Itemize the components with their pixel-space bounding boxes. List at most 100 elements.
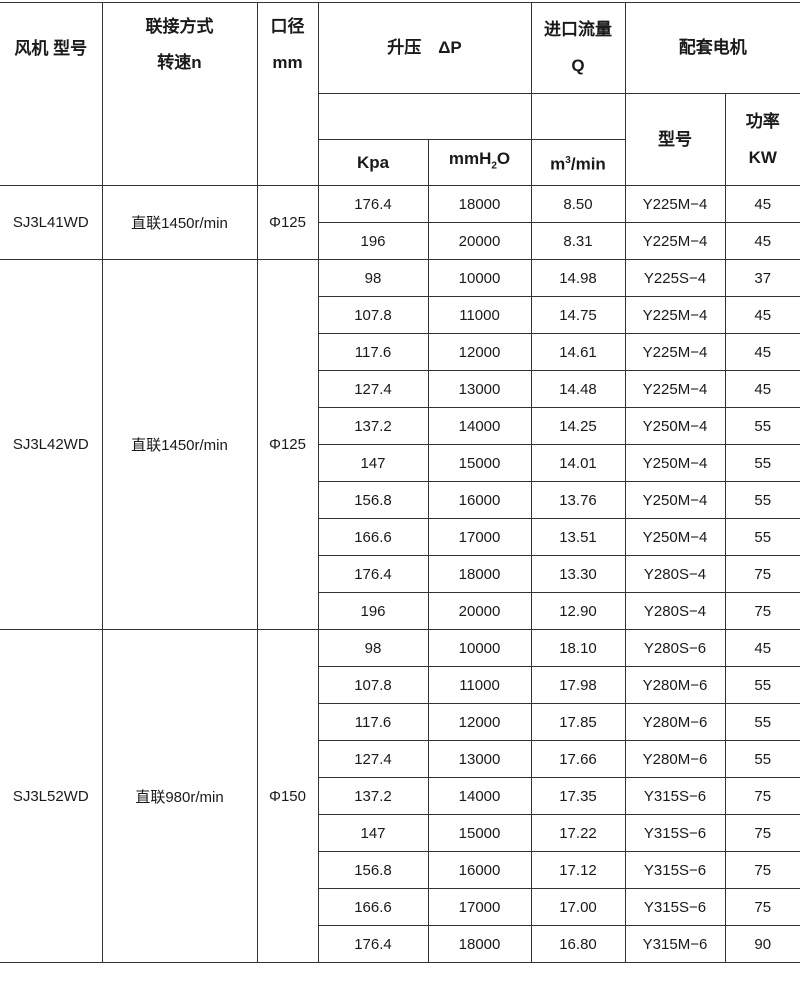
cell-motor-model: Y225M−4 [625,186,725,223]
header-pressure: 升压 ΔP [318,3,531,94]
cell-motor-model: Y315S−6 [625,778,725,815]
header-connection: 联接方式 转速n [102,3,257,186]
cell-motor-model: Y225M−4 [625,297,725,334]
header-power-unit: KW [726,140,800,176]
cell-kpa: 196 [318,223,428,260]
cell-mmh2o: 11000 [428,297,531,334]
header-bore-label: 口径 [258,9,318,45]
cell-power: 75 [725,556,800,593]
cell-power: 55 [725,408,800,445]
cell-power: 45 [725,371,800,408]
cell-mmh2o: 10000 [428,630,531,667]
cell-motor-model: Y280S−4 [625,556,725,593]
cell-mmh2o: 20000 [428,593,531,630]
cell-motor-model: Y315S−6 [625,815,725,852]
cell-kpa: 107.8 [318,297,428,334]
cell-flow: 13.76 [531,482,625,519]
cell-flow: 13.30 [531,556,625,593]
cell-motor-model: Y280M−6 [625,741,725,778]
cell-mmh2o: 11000 [428,667,531,704]
cell-kpa: 117.6 [318,334,428,371]
cell-flow: 14.25 [531,408,625,445]
cell-motor-model: Y250M−4 [625,519,725,556]
cell-motor-model: Y315S−6 [625,889,725,926]
header-bore: 口径 mm [257,3,318,186]
cell-mmh2o: 20000 [428,223,531,260]
cell-power: 55 [725,519,800,556]
cell-flow: 13.51 [531,519,625,556]
cell-power: 75 [725,852,800,889]
cell-flow: 8.31 [531,223,625,260]
cell-kpa: 107.8 [318,667,428,704]
cell-flow: 12.90 [531,593,625,630]
cell-kpa: 176.4 [318,556,428,593]
cell-power: 55 [725,445,800,482]
cell-mmh2o: 15000 [428,445,531,482]
cell-motor-model: Y280M−6 [625,667,725,704]
cell-bore: Φ125 [257,260,318,630]
cell-motor-model: Y225M−4 [625,223,725,260]
header-unit-mmh2o: mmH2O [428,140,531,186]
header-flow: 进口流量 Q [531,3,625,94]
cell-power: 75 [725,815,800,852]
cell-connection: 直联1450r/min [102,186,257,260]
cell-connection: 直联980r/min [102,630,257,963]
cell-motor-model: Y225M−4 [625,334,725,371]
cell-kpa: 166.6 [318,889,428,926]
cell-mmh2o: 13000 [428,371,531,408]
cell-motor-model: Y225S−4 [625,260,725,297]
cell-flow: 14.61 [531,334,625,371]
cell-mmh2o: 14000 [428,778,531,815]
cell-kpa: 98 [318,260,428,297]
header-motor: 配套电机 [625,3,800,94]
cell-kpa: 176.4 [318,926,428,963]
unit-text: m [550,154,565,173]
cell-flow: 17.00 [531,889,625,926]
cell-power: 45 [725,297,800,334]
cell-mmh2o: 18000 [428,186,531,223]
cell-flow: 17.12 [531,852,625,889]
unit-text: mmH [449,149,492,168]
cell-mmh2o: 15000 [428,815,531,852]
header-flow-blank [531,94,625,140]
cell-kpa: 196 [318,593,428,630]
cell-kpa: 127.4 [318,741,428,778]
cell-power: 75 [725,889,800,926]
cell-bore: Φ150 [257,630,318,963]
fan-spec-table: 风机 型号 联接方式 转速n 口径 mm 升压 ΔP 进口流量 Q 配套电机 型… [0,2,800,963]
cell-power: 55 [725,482,800,519]
cell-kpa: 98 [318,630,428,667]
cell-mmh2o: 16000 [428,852,531,889]
header-unit-flow: m3/min [531,140,625,186]
cell-flow: 17.98 [531,667,625,704]
cell-motor-model: Y280M−6 [625,704,725,741]
header-flow-label: 进口流量 [532,12,625,48]
cell-power: 75 [725,593,800,630]
cell-mmh2o: 12000 [428,334,531,371]
header-pressure-blank [318,94,531,140]
header-flow-symbol: Q [532,48,625,84]
cell-power: 75 [725,778,800,815]
cell-mmh2o: 17000 [428,519,531,556]
cell-motor-model: Y315S−6 [625,852,725,889]
cell-motor-model: Y280S−6 [625,630,725,667]
cell-bore: Φ125 [257,186,318,260]
header-connection-label: 联接方式 [103,9,257,45]
header-power: 功率 KW [725,94,800,186]
cell-power: 55 [725,704,800,741]
cell-kpa: 137.2 [318,408,428,445]
cell-power: 90 [725,926,800,963]
cell-power: 55 [725,667,800,704]
cell-motor-model: Y280S−4 [625,593,725,630]
header-speed-label: 转速n [103,45,257,81]
cell-mmh2o: 17000 [428,889,531,926]
cell-kpa: 156.8 [318,852,428,889]
cell-flow: 14.01 [531,445,625,482]
cell-power: 37 [725,260,800,297]
cell-fan-model: SJ3L52WD [0,630,102,963]
cell-mmh2o: 18000 [428,926,531,963]
cell-kpa: 137.2 [318,778,428,815]
unit-text: O [497,149,510,168]
